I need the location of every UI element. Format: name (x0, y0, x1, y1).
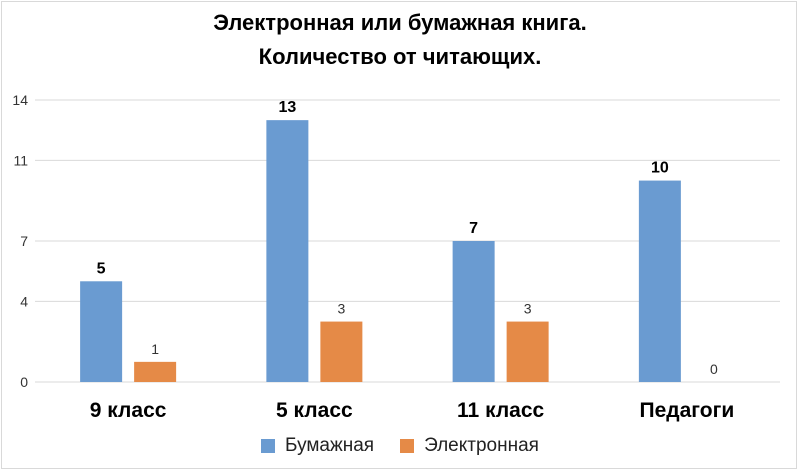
bar (266, 120, 309, 383)
y-tick-label: 14 (12, 92, 28, 108)
x-tick-label: 9 класс (90, 399, 167, 422)
chart-title: Электронная или бумажная книга. (213, 10, 587, 35)
y-tick-label: 4 (20, 293, 28, 309)
y-tick-label: 11 (13, 152, 28, 168)
data-label: 3 (337, 301, 345, 317)
chart-legend: Бумажная Электронная (0, 434, 800, 458)
bar (80, 281, 123, 382)
data-label: 5 (97, 260, 106, 277)
y-tick-label: 7 (20, 233, 28, 249)
data-label: 13 (278, 99, 296, 116)
data-label: 3 (524, 301, 532, 317)
data-label: 10 (651, 160, 669, 177)
data-label: 0 (710, 361, 718, 377)
bar (320, 321, 363, 382)
chart-subtitle: Количество от читающих. (258, 44, 542, 69)
data-label: 7 (469, 220, 478, 237)
bar (452, 241, 495, 382)
legend-label-paper: Бумажная (285, 435, 375, 456)
legend-item-electronic: Электронная (400, 435, 539, 457)
legend-item-paper: Бумажная (261, 435, 374, 457)
legend-swatch-paper (261, 439, 276, 453)
x-tick-label: 11 класс (457, 399, 544, 422)
bar (506, 321, 549, 382)
x-tick-label: 5 класс (276, 399, 353, 422)
y-tick-label: 0 (20, 374, 28, 390)
legend-swatch-electronic (400, 439, 415, 453)
data-label: 1 (151, 341, 159, 357)
x-tick-label: Педагоги (640, 399, 735, 422)
legend-label-electronic: Электронная (424, 435, 539, 456)
bar (638, 180, 681, 382)
bar (134, 361, 177, 382)
